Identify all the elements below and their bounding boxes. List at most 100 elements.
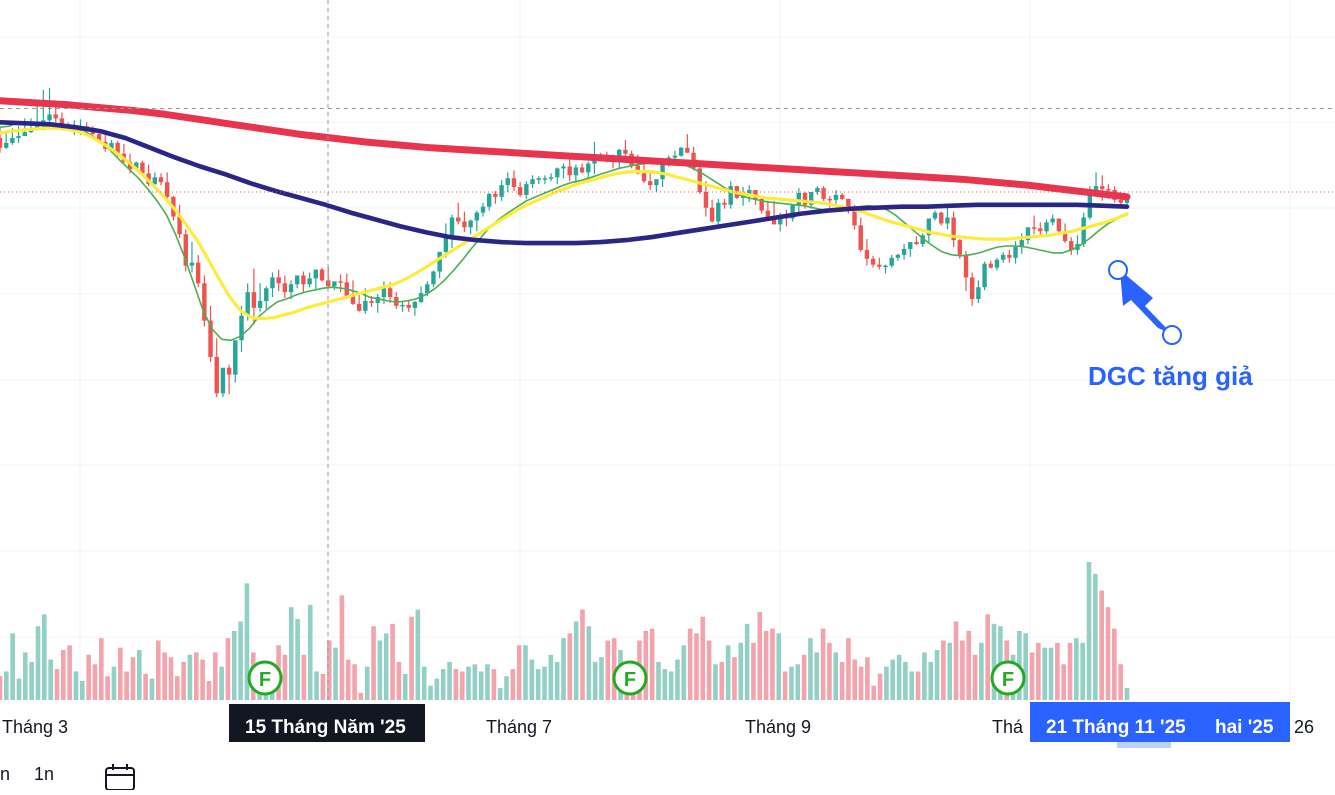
selected-range-strip [1117,742,1171,748]
chart-grid [0,0,1335,700]
candle-body [1118,199,1124,203]
candle-body [654,179,659,186]
candle-body [771,218,777,225]
candle-body [1019,240,1024,247]
time-axis[interactable]: Tháng 3 Tháng 7 Tháng 9 Thá 26 15 Tháng Năm '… [2,702,1314,748]
calendar-icon[interactable] [104,762,135,791]
volume-bar [345,659,351,700]
bottom-toolbar: n 1n [0,758,400,791]
volume-bar [554,661,560,700]
annotation-text: DGC tăng giả [1088,361,1253,391]
volume-bar [1055,642,1060,700]
arrow-start-handle[interactable] [1108,260,1128,280]
event-marker-circle[interactable] [247,660,283,696]
volume-bar [117,647,123,700]
range-button-a[interactable]: n [0,764,11,784]
volume-bar [92,664,98,700]
range-button-b[interactable]: 1n [34,764,55,784]
volume-bar [763,630,769,700]
candle-body [839,194,845,199]
candle-body [536,178,541,180]
candle-body [288,284,294,293]
event-marker-circle[interactable] [990,660,1026,696]
volume-bar [605,640,611,700]
volume-bar [713,664,718,700]
candle-body [0,138,3,148]
volume-bar [808,638,813,700]
volume-bar [947,642,953,700]
volume-bar [586,626,592,700]
candle-body [1038,228,1043,232]
volume-bar [1124,688,1130,700]
candle-body [468,220,473,228]
candle-body [790,204,795,219]
event-marker-circle[interactable] [612,660,648,696]
volume-bar [162,652,167,700]
volume-bar [434,678,440,700]
candle-body [821,188,826,199]
candle-body [486,193,492,207]
volume-bar [599,657,604,700]
volume-bar [852,659,858,700]
candle-body [796,192,802,205]
volume-bar [820,628,826,700]
candle-body [400,304,405,307]
candle-body [1007,254,1012,258]
volume-bar [1112,628,1117,700]
volume-bar [662,669,668,700]
candle-body [164,182,170,197]
volume-bar [73,671,79,700]
volume-bar [428,685,433,700]
volume-bar [383,633,389,700]
candle-body [140,162,145,174]
candle-body [295,275,300,285]
candle-body [759,198,764,211]
volume-bar [478,671,484,700]
candle-body [573,167,579,176]
candle-body [914,242,919,245]
candle-body [926,218,932,236]
volume-bar [61,650,66,700]
selected-time-label: 21 Tháng 11 '25 [1046,717,1186,738]
event-marker-label: F [1002,669,1014,691]
volume-bar [523,645,528,700]
candle-body [647,181,653,186]
volume-bar [668,671,674,700]
candle-body [47,114,52,121]
candle-body [22,132,27,137]
volume-bar [130,657,136,700]
volume-bar [725,645,731,700]
candle-body [641,173,647,182]
candle-body [474,212,480,221]
candle-body [908,242,913,249]
volume-bar [174,676,180,700]
volume-bar [409,616,414,700]
volume-bar [1086,561,1092,700]
arrow-end-handle[interactable] [1162,325,1182,345]
volume-bar [124,671,129,700]
volume-bar [1061,664,1066,700]
volume-bar [972,654,978,700]
volume-bar [516,645,522,700]
candle-body [617,149,622,161]
volume-bar [352,664,357,700]
volume-bar [295,619,300,700]
volume-bar [10,633,15,700]
candle-body [802,192,808,205]
volume-bar [282,654,288,700]
candle-body [319,269,325,281]
candle-body [994,259,1000,268]
volume-bar [839,661,845,700]
candle-body [951,217,956,241]
volume-bar [35,626,41,700]
candle-body [3,142,9,148]
candle-body [586,163,591,173]
candle-body [920,235,925,245]
volume-bar [219,666,224,700]
volume-bar [643,630,649,700]
candle-body [1025,227,1031,241]
candle-body [381,288,387,298]
volume-bar [985,614,991,700]
candle-body [852,208,857,226]
